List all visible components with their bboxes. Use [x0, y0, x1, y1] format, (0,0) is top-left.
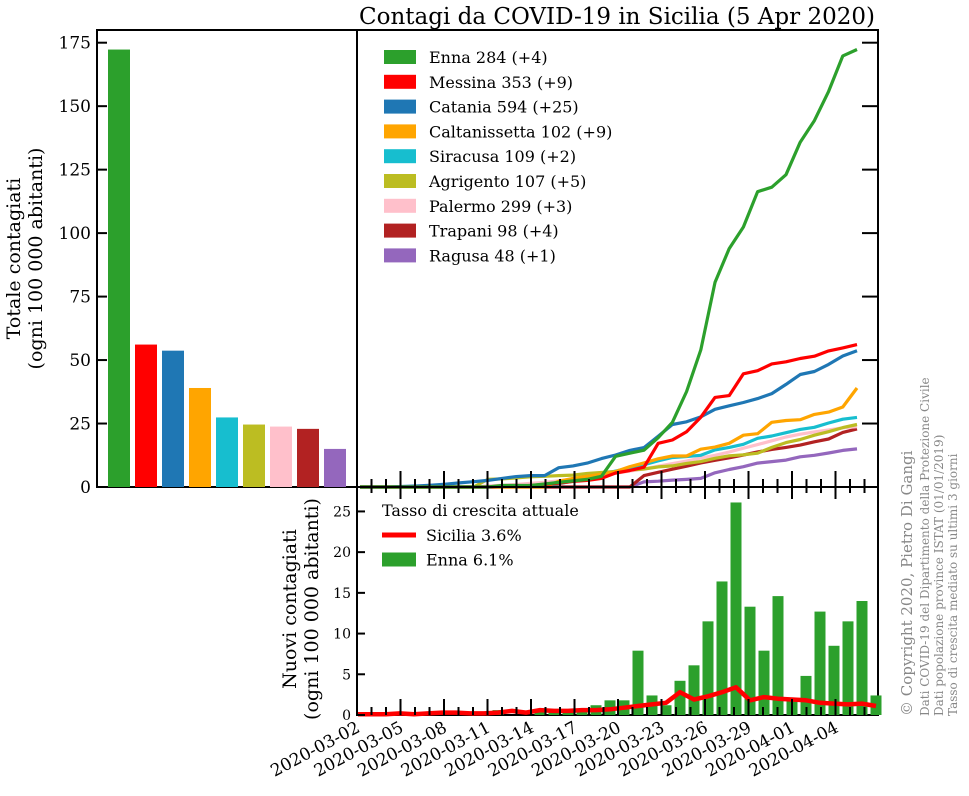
bar-new-enna: [716, 581, 728, 715]
legend-swatch-ragusa: [384, 248, 416, 263]
bottom-ytick-label: 10: [333, 627, 351, 643]
bar-new-enna: [800, 675, 812, 715]
legend-label-messina: Messina 353 (+9): [429, 73, 573, 92]
left-ytick-label: 75: [69, 288, 91, 308]
bar-total-trapani: [297, 428, 319, 487]
legend-label-siracusa: Siracusa 109 (+2): [429, 147, 576, 166]
legend-swatch-trapani: [384, 223, 416, 238]
left-ytick-label: 175: [59, 34, 91, 54]
growth-legend-label-sicilia: Sicilia 3.6%: [426, 526, 522, 545]
bar-new-enna: [688, 665, 700, 715]
bottom-ytick-label: 20: [333, 545, 351, 561]
left-ytick-label: 125: [59, 161, 91, 181]
growth-legend-label-enna: Enna 6.1%: [426, 551, 514, 570]
legend-swatch-enna: [384, 50, 416, 64]
bar-total-catania: [162, 350, 184, 487]
bar-new-enna: [828, 645, 840, 715]
legend-label-agrigento: Agrigento 107 (+5): [428, 172, 586, 191]
bar-total-palermo: [270, 426, 292, 487]
legend-label-catania: Catania 594 (+25): [429, 98, 579, 117]
new-ylabel-line2: (ogni 100 000 abitanti): [301, 498, 323, 720]
bar-new-enna: [660, 705, 672, 715]
credits-line1: Dati COVID-19 del Dipartimento della Pro…: [918, 377, 932, 716]
bar-new-enna: [758, 650, 770, 715]
bar-total-enna: [108, 49, 130, 488]
credits-line3-wrap: Tasso di crescita mediato su ultimi 3 gi…: [946, 453, 960, 716]
growth-legend-title: Tasso di crescita attuale: [382, 501, 579, 520]
legend-label-enna: Enna 284 (+4): [429, 48, 548, 67]
bar-new-enna: [814, 611, 826, 715]
legend-swatch-caltanissetta: [384, 124, 416, 139]
legend-label-trapani: Trapani 98 (+4): [429, 222, 559, 241]
bar-new-enna: [856, 601, 868, 715]
chart-title: Contagi da COVID-19 in Sicilia (5 Apr 20…: [359, 4, 875, 30]
bar-new-enna: [534, 710, 546, 715]
bar-new-enna: [576, 710, 588, 715]
totals-line-panel: Enna 284 (+4) Messina 353 (+9) Catania 594…: [356, 29, 879, 489]
legend-swatch-catania: [384, 99, 416, 114]
legend-swatch-palermo: [384, 198, 416, 213]
legend-swatch-enna: [382, 552, 416, 567]
bottom-ytick-label: 25: [333, 504, 351, 520]
bottom-ytick-label: 0: [342, 708, 351, 724]
bar-new-enna: [744, 606, 756, 715]
credits-line1-wrap: Dati COVID-19 del Dipartimento della Pro…: [918, 377, 932, 716]
copyright-text: © Copyright 2020, Pietro Di Gangi: [898, 450, 916, 716]
left-ytick-label: 150: [59, 97, 91, 117]
bottom-ytick-label: 15: [333, 586, 351, 602]
bar-new-enna: [702, 621, 714, 715]
bar-new-enna: [730, 502, 742, 715]
legend-swatch-siracusa: [384, 149, 416, 164]
bottom-ytick-label: 5: [342, 667, 351, 683]
bar-total-ragusa: [324, 448, 346, 487]
legend-label-ragusa: Ragusa 48 (+1): [429, 246, 556, 265]
totals-ylabel-line1: Totale contagiati: [3, 178, 25, 340]
new-cases-frame: [356, 486, 879, 716]
bar-new-enna: [842, 621, 854, 715]
legend-label-palermo: Palermo 299 (+3): [429, 197, 572, 216]
legend-swatch-agrigento: [384, 174, 416, 188]
bar-new-enna: [632, 650, 644, 715]
left-ytick-label: 0: [80, 478, 91, 498]
bar-new-enna: [772, 596, 784, 715]
legend-swatch-messina: [384, 74, 416, 89]
bar-total-caltanissetta: [189, 387, 211, 487]
new-cases-panel: 0 5 10 15 20 25 Tasso di crescita attuale Sici…: [267, 486, 882, 781]
totals-bar-panel: 0 25 50 75 100 125 150 175 Totale contagiati (o…: [3, 29, 358, 498]
new-ylabel-line1: Nuovi contagiati: [279, 529, 301, 689]
left-ytick-label: 25: [69, 415, 91, 435]
bar-new-enna: [674, 680, 686, 715]
bar-total-messina: [135, 344, 157, 487]
totals-ylabel-line2: (ogni 100 000 abitanti): [25, 148, 47, 370]
credits-line2: Dati popolazione province ISTAT (01/01/2…: [932, 435, 946, 716]
left-ytick-label: 50: [69, 351, 91, 371]
credits-line2-wrap: Dati popolazione province ISTAT (01/01/2…: [932, 435, 946, 716]
credits-block: © Copyright 2020, Pietro Di Gangi: [898, 450, 916, 716]
line-total-catania: [360, 349, 858, 489]
legend-label-caltanissetta: Caltanissetta 102 (+9): [429, 122, 612, 141]
totals-legend: Enna 284 (+4) Messina 353 (+9) Catania 594…: [384, 48, 612, 265]
credits-line3: Tasso di crescita mediato su ultimi 3 gi…: [946, 453, 960, 716]
left-ytick-label: 100: [59, 224, 91, 244]
bar-total-siracusa: [216, 417, 238, 487]
bar-total-agrigento: [243, 424, 265, 487]
growth-legend: Tasso di crescita attuale Sicilia 3.6% Enn…: [382, 501, 579, 570]
